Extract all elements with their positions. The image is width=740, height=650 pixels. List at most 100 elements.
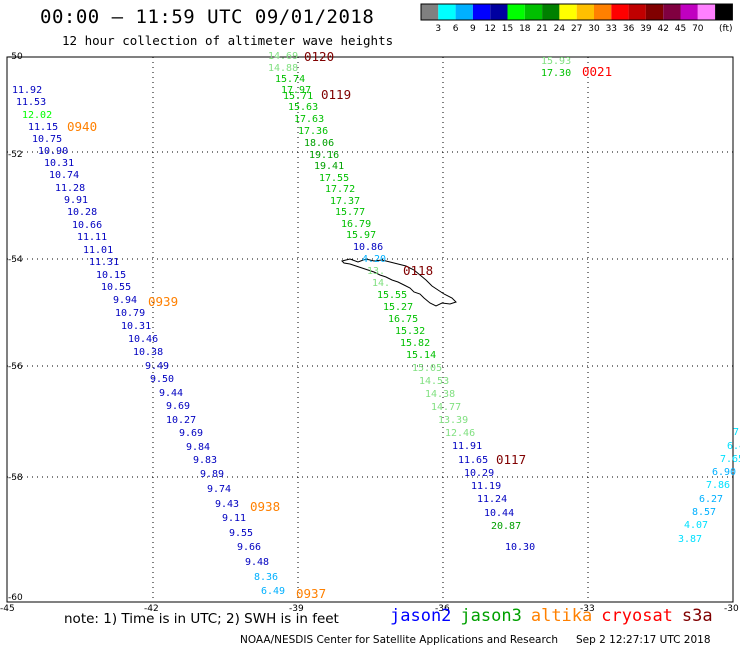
swh-value: 11.19 xyxy=(471,481,501,492)
swh-value: 10.27 xyxy=(166,415,196,426)
legend-border xyxy=(420,3,733,21)
pass-time-label: 0021 xyxy=(582,64,612,79)
legend-tick-label: 12 xyxy=(484,24,495,34)
legend-tick-label: 45 xyxy=(675,24,686,34)
swh-value: 10.90 xyxy=(38,146,68,157)
swh-value: 9.69 xyxy=(179,428,203,439)
legend-tick-label: 30 xyxy=(588,24,600,34)
footnote: note: 1) Time is in UTC; 2) SWH is in fe… xyxy=(64,611,339,627)
swh-value: 15.55 xyxy=(377,290,407,301)
mission-jason3: jason3 xyxy=(460,606,522,626)
lat-label-56: -56 xyxy=(8,362,23,372)
swh-value: 11.28 xyxy=(55,183,85,194)
swh-value: 11.11 xyxy=(77,232,107,243)
legend-tick-label: 6 xyxy=(453,24,459,34)
swh-value: 17.36 xyxy=(298,126,328,137)
swh-value: 15.97 xyxy=(346,230,376,241)
swh-value: 10.44 xyxy=(484,508,514,519)
legend-tick-label: 3 xyxy=(435,24,441,34)
legend-swatch xyxy=(421,4,439,20)
swh-value: 10.46 xyxy=(128,334,158,345)
credit-org: NOAA/NESDIS Center for Satellite Applica… xyxy=(240,634,558,646)
swh-value: 19.41 xyxy=(314,161,344,172)
legend-swatch xyxy=(472,4,491,20)
swh-value: 9.94 xyxy=(113,295,137,306)
swh-value: 9.48 xyxy=(245,557,269,568)
pass-time-label: 0940 xyxy=(67,119,97,134)
legend-tick-label: 33 xyxy=(606,24,617,34)
east-track: 7. 6.4 7.65 6.90 7.86 6.27 8.57 4.07 3.8… xyxy=(678,427,740,545)
swh-value: 19.16 xyxy=(309,150,339,161)
lon-label-45: -45 xyxy=(0,604,15,614)
swh-value: 14.69 xyxy=(268,51,298,62)
map-frame xyxy=(6,56,734,603)
legend-swatch xyxy=(645,4,664,20)
swh-value: 7.65 xyxy=(720,454,740,465)
swh-value: 10.31 xyxy=(44,158,74,169)
lat-label-50: -50 xyxy=(8,52,23,62)
pass-time-label: 0117 xyxy=(496,452,526,467)
swh-value: 8.57 xyxy=(692,507,716,518)
jason3-ne-track: 15.93 17.30 xyxy=(541,56,571,79)
swh-value: 10.15 xyxy=(96,270,126,281)
swh-value: 9.50 xyxy=(150,374,174,385)
swh-value: 11.91 xyxy=(452,441,482,452)
swh-value: 6.27 xyxy=(699,494,723,505)
legend-swatch xyxy=(611,4,629,20)
legend-unit: (ft) xyxy=(719,24,733,34)
legend-tick-label: 24 xyxy=(554,24,566,34)
south-georgia-coastline xyxy=(341,258,457,307)
swh-value: 10.38 xyxy=(133,347,163,358)
pass-time-label: 0937 xyxy=(296,586,326,601)
swh-value: 6.4 xyxy=(727,441,740,452)
swh-value: 15.14 xyxy=(406,350,436,361)
lat-label-58: -58 xyxy=(8,473,23,483)
swh-value: 9.69 xyxy=(166,401,190,412)
swh-value: 7. xyxy=(733,427,740,438)
swh-value: 17.63 xyxy=(294,114,324,125)
swh-value: 9.84 xyxy=(186,442,210,453)
swh-value: 20.87 xyxy=(491,521,521,532)
mission-jason2: jason2 xyxy=(390,606,452,626)
credit-timestamp: Sep 2 12:27:17 UTC 2018 xyxy=(576,634,711,646)
lat-label-60: -60 xyxy=(8,593,23,603)
swh-value: 15.32 xyxy=(395,326,425,337)
swh-value: 9.74 xyxy=(207,484,231,495)
swh-value: 14.77 xyxy=(431,402,461,413)
swh-value: 9.89 xyxy=(200,469,224,480)
swh-value: 17.72 xyxy=(325,184,355,195)
swh-value: 10.79 xyxy=(115,308,145,319)
mission-cryosat: cryosat xyxy=(601,606,673,626)
swh-value: 15.71 xyxy=(283,91,313,102)
pass-time-label: 0119 xyxy=(321,87,351,102)
swh-value: 10.66 xyxy=(72,220,102,231)
lon-label-33: -33 xyxy=(580,604,595,614)
swh-value: 15.82 xyxy=(400,338,430,349)
swh-value: 14.88 xyxy=(268,63,298,74)
swh-value: 7.86 xyxy=(706,480,730,491)
legend-swatch xyxy=(455,4,473,20)
jason3-track: 14.69 14.88 15.74 17.97 15.71 15.63 17.6… xyxy=(268,51,535,553)
legend-swatch xyxy=(524,4,543,20)
swh-value: 17.97 xyxy=(281,85,311,96)
lon-label-42: -42 xyxy=(144,604,159,614)
swh-value: 18.06 xyxy=(304,138,334,149)
lat-label-54: -54 xyxy=(8,255,23,265)
swh-value: 9.91 xyxy=(64,195,88,206)
swh-value: 9.55 xyxy=(229,528,253,539)
swh-value: 10.29 xyxy=(464,468,494,479)
swh-value: 14. xyxy=(372,278,390,289)
swh-value: 11.01 xyxy=(83,245,113,256)
swh-value: 11.53 xyxy=(16,97,46,108)
legend-swatch xyxy=(490,4,508,20)
legend-swatch xyxy=(663,4,681,20)
legend-swatch xyxy=(576,4,594,20)
swh-value: 8.36 xyxy=(254,572,278,583)
mission-legend: jason2 jason3 altika cryosat s3a xyxy=(390,606,722,626)
pass-time-labels: 0120 0119 0021 0940 0118 0939 0117 0938 … xyxy=(67,49,612,601)
legend-swatch xyxy=(715,4,733,20)
legend-tick-label: 21 xyxy=(536,24,547,34)
swh-value: 4.07 xyxy=(684,520,708,531)
legend-swatch xyxy=(697,4,716,20)
